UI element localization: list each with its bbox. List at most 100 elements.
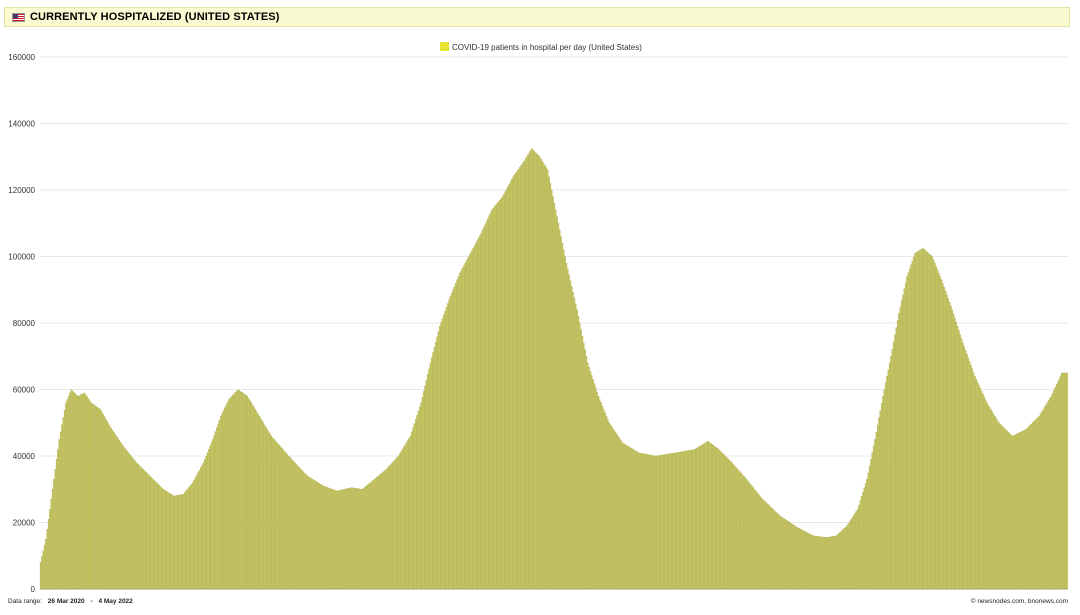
chart-bar — [51, 489, 54, 590]
chart-bar — [220, 415, 222, 590]
chart-bar — [165, 490, 167, 590]
chart-bar — [392, 461, 394, 590]
chart-bar — [246, 396, 249, 590]
chart-bar — [1047, 400, 1050, 590]
chart-bar — [206, 452, 208, 590]
chart-bar — [500, 198, 502, 590]
chart-bar — [998, 422, 1000, 590]
y-tick-label: 160000 — [8, 53, 35, 62]
chart-bar — [353, 487, 355, 590]
chart-bar — [306, 475, 309, 590]
chart-bar — [245, 395, 247, 590]
chart-bar — [1022, 430, 1024, 590]
chart-bar — [472, 248, 474, 590]
chart-bar — [641, 453, 644, 590]
chart-bar — [876, 424, 879, 590]
chart-bar — [352, 487, 354, 590]
y-tick-label: 0 — [31, 585, 36, 594]
chart-bar — [624, 444, 626, 590]
chart-bar — [372, 480, 374, 590]
chart-bar — [460, 270, 462, 590]
chart-bar — [1019, 431, 1022, 590]
chart-bar — [520, 165, 522, 590]
chart-bar — [907, 272, 909, 590]
chart-bar — [1049, 398, 1051, 590]
chart-bar — [674, 452, 676, 590]
chart-bar — [1046, 402, 1048, 590]
chart-bar — [832, 536, 835, 590]
chart-bar — [754, 489, 756, 590]
chart-bar — [990, 409, 992, 590]
chart-bar — [803, 530, 805, 590]
legend-label[interactable]: COVID-19 patients in hospital per day (U… — [452, 43, 642, 52]
chart-bar — [820, 536, 823, 590]
chart-bar — [1026, 427, 1028, 590]
chart-bar — [437, 331, 439, 590]
chart-bar — [812, 535, 815, 590]
chart-bar — [666, 454, 668, 590]
chart-bar — [224, 407, 226, 590]
chart-bar — [1005, 429, 1007, 590]
chart-bar — [847, 523, 849, 590]
chart-bar — [775, 511, 777, 590]
chart-bar — [970, 364, 972, 590]
chart-bar — [205, 455, 207, 590]
chart-bar — [321, 484, 323, 590]
chart-bar — [1041, 411, 1043, 590]
chart-bar — [361, 489, 363, 590]
chart-bar — [744, 477, 747, 590]
chart-bar — [119, 441, 122, 590]
chart-bar — [736, 468, 739, 590]
chart-bar — [230, 396, 233, 590]
chart-bar — [816, 536, 819, 590]
chart-bar — [388, 466, 390, 590]
chart-legend[interactable]: COVID-19 patients in hospital per day (U… — [440, 42, 642, 52]
chart-bar — [46, 529, 48, 590]
legend-swatch[interactable] — [440, 42, 449, 51]
chart-bar — [966, 353, 968, 590]
chart-bar — [86, 396, 88, 590]
chart-bar — [91, 403, 94, 590]
chart-bar — [409, 435, 411, 590]
data-range-start: 26 Mar 2020 — [47, 598, 85, 605]
chart-bar — [168, 492, 170, 590]
chart-bar — [600, 402, 602, 590]
chart-bar — [967, 357, 969, 590]
data-range-end: 4 May 2022 — [98, 598, 133, 605]
chart-bar — [740, 473, 743, 590]
chart-bar — [156, 482, 158, 590]
chart-bar — [258, 415, 261, 590]
chart-bar — [887, 369, 889, 590]
chart-bar — [670, 453, 672, 590]
chart-bar — [521, 163, 524, 590]
chart-bar — [105, 418, 107, 590]
chart-bar — [293, 461, 295, 590]
chart-bar — [101, 411, 103, 590]
chart-bar — [528, 152, 530, 590]
chart-bar — [742, 474, 744, 590]
chart-bar — [256, 411, 258, 590]
chart-bar — [81, 394, 83, 590]
chart-bar — [828, 536, 831, 590]
y-tick-label: 140000 — [8, 120, 35, 129]
chart-bar — [1006, 430, 1008, 590]
chart-bar — [855, 511, 857, 590]
chart-bar — [850, 519, 852, 590]
chart-bar — [1054, 387, 1056, 590]
chart-bar — [1066, 372, 1068, 590]
chart-bar — [831, 536, 833, 590]
chart-bar — [345, 488, 347, 590]
chart-bar — [904, 282, 907, 590]
chart-bar — [54, 469, 56, 590]
chart-bar — [794, 525, 796, 590]
chart-bar — [663, 454, 665, 590]
chart-bar — [499, 199, 501, 590]
chart-bar — [337, 490, 339, 590]
chart-bar — [678, 452, 680, 590]
chart-bar — [796, 527, 799, 590]
chart-bar — [1045, 404, 1047, 590]
chart-bar — [217, 423, 219, 590]
chart-bar — [915, 252, 917, 590]
chart-bar — [953, 313, 955, 590]
chart-bar — [864, 483, 867, 590]
